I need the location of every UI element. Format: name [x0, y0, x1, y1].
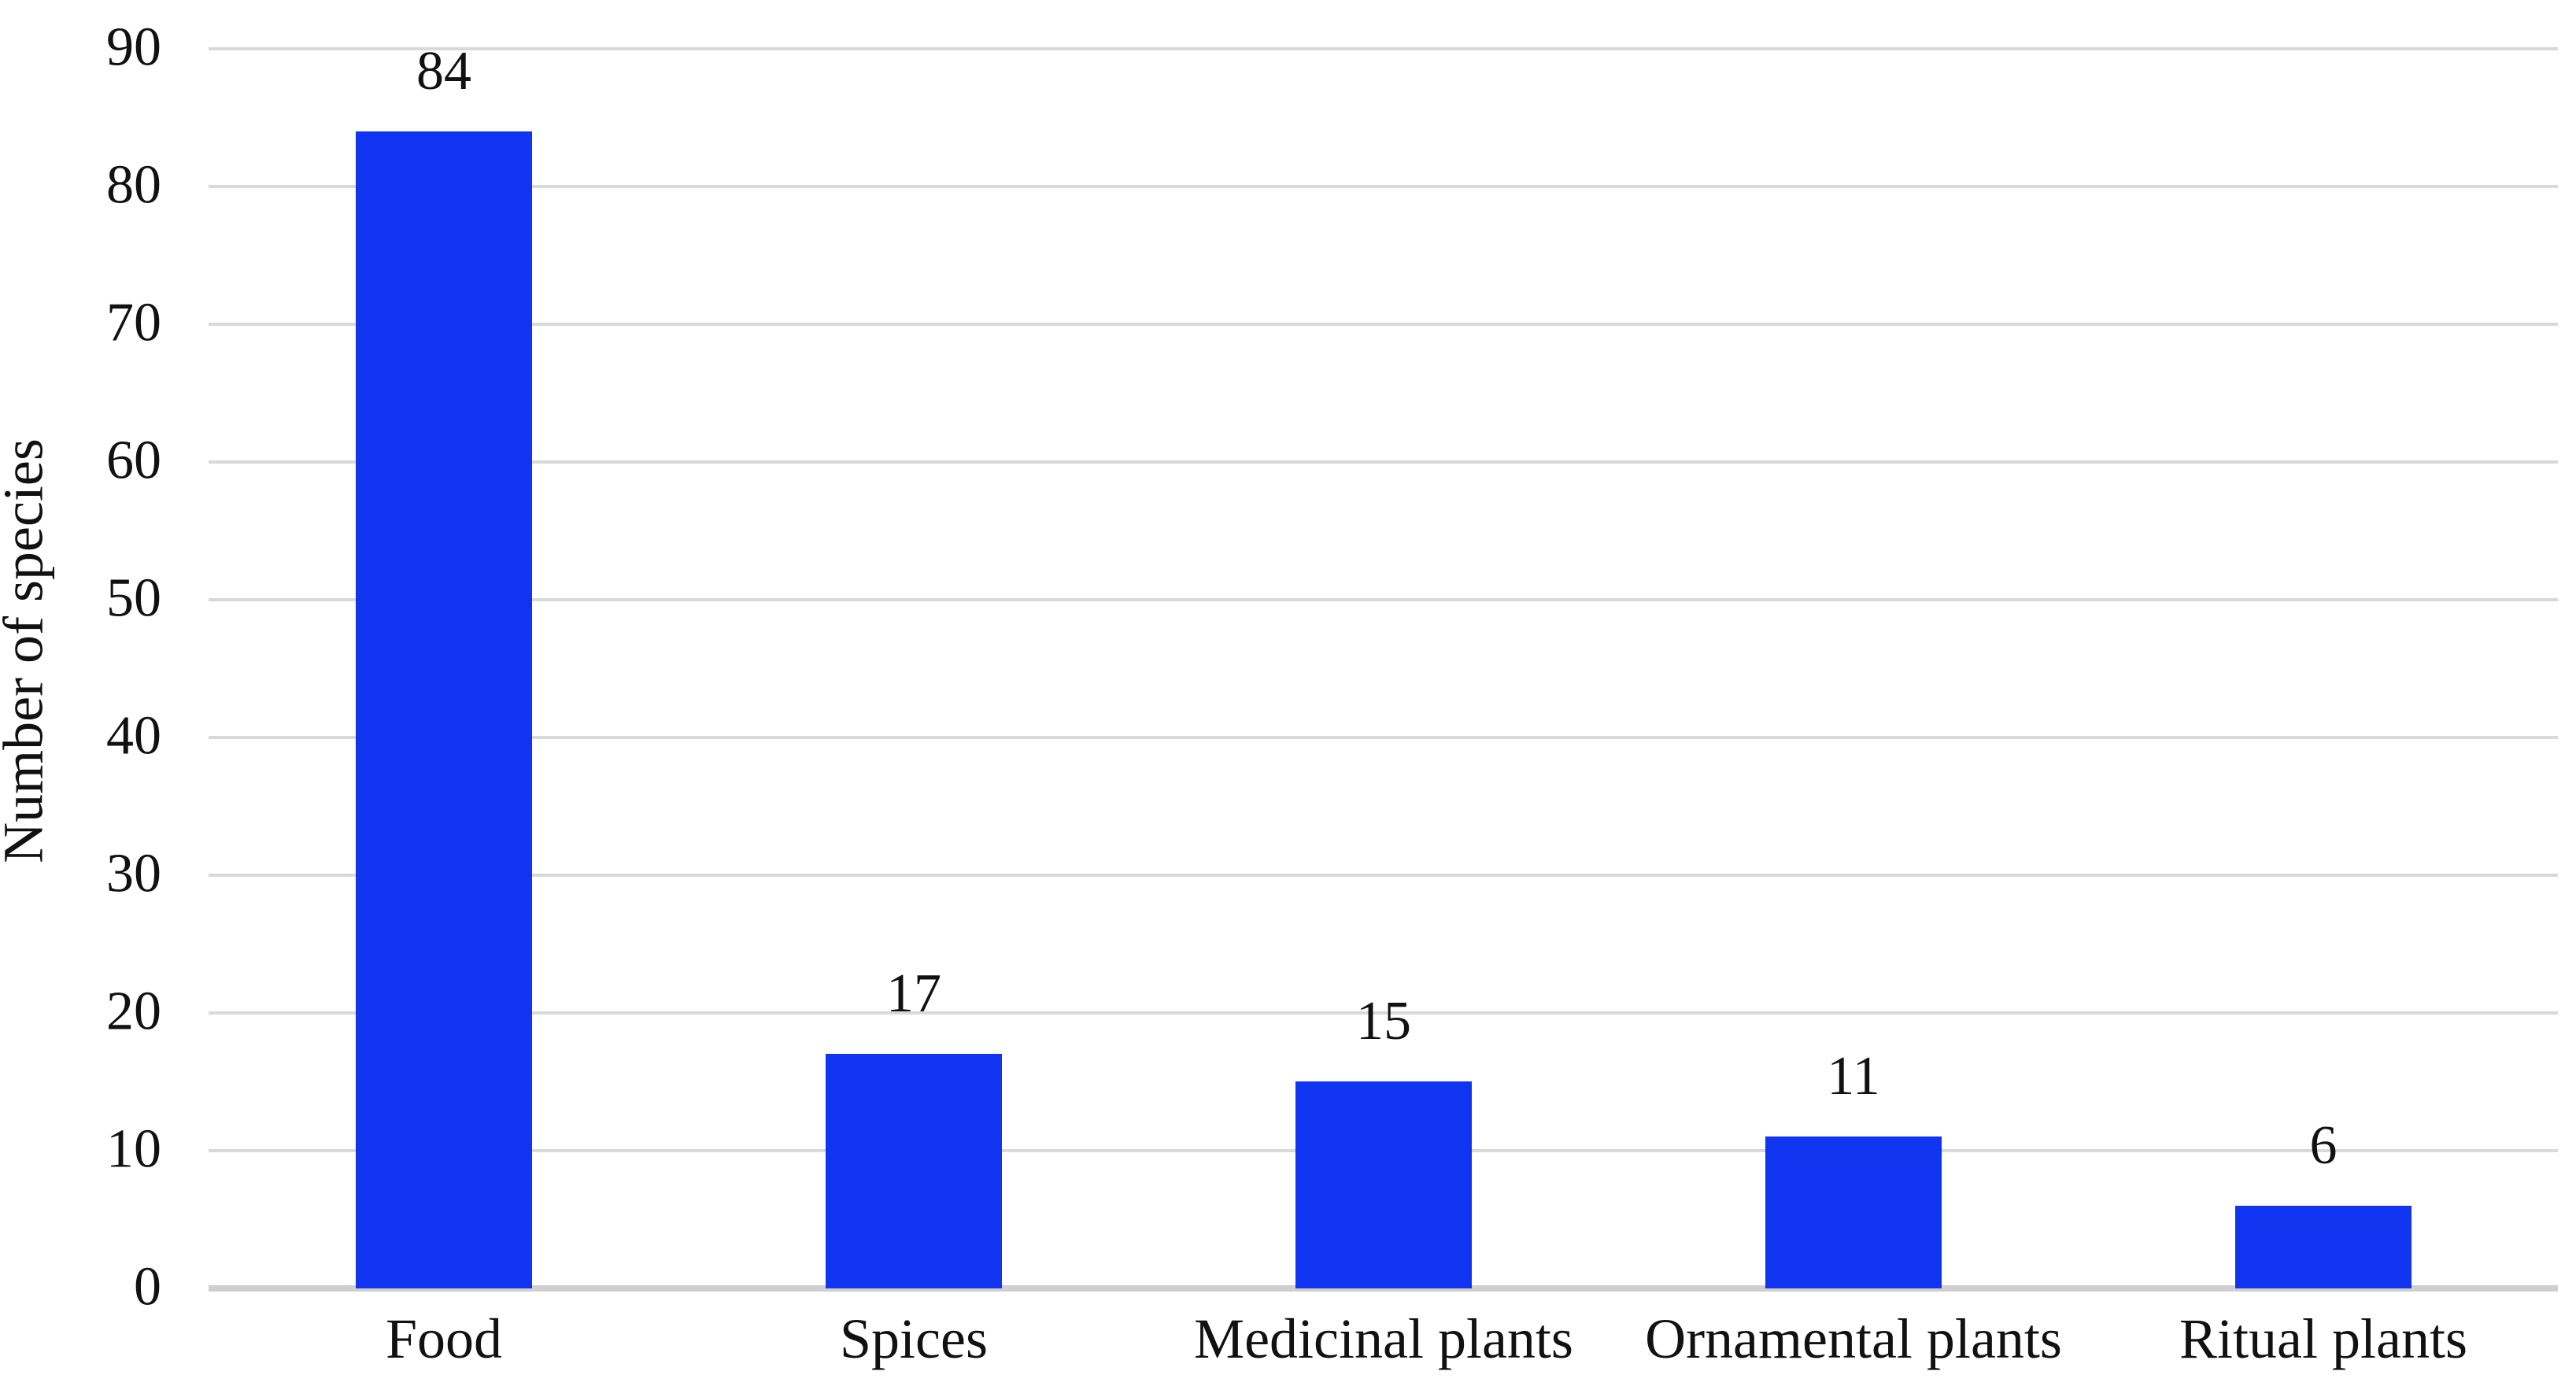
x-axis-category-labels: Food Spices Medicinal plants Ornamental pla… — [209, 1303, 2558, 1381]
gridline-50 — [209, 598, 2558, 601]
x-category-label-spices: Spices — [840, 1307, 988, 1370]
y-tick-label-10: 10 — [106, 1118, 161, 1180]
gridline-90 — [209, 47, 2558, 50]
x-category-label-ritual-plants: Ritual plants — [2179, 1307, 2467, 1370]
gridline-60 — [209, 460, 2558, 464]
gridline-20 — [209, 1011, 2558, 1015]
bar-value-label-medicinal-plants: 15 — [1356, 991, 1411, 1052]
y-axis-tick-labels: 0 10 20 30 40 50 60 70 80 90 — [0, 0, 161, 1386]
bar-spices — [826, 1054, 1002, 1288]
y-tick-label-80: 80 — [106, 154, 161, 216]
bar-value-label-ornamental-plants: 11 — [1827, 1046, 1880, 1107]
gridline-30 — [209, 874, 2558, 877]
y-tick-label-40: 40 — [106, 705, 161, 767]
x-category-label-medicinal-plants: Medicinal plants — [1194, 1307, 1573, 1370]
plot-area: 84 17 15 11 6 — [209, 43, 2558, 1292]
bar-value-label-ritual-plants: 6 — [2309, 1115, 2338, 1176]
bar-food — [356, 131, 532, 1288]
bar-ornamental-plants — [1765, 1137, 1942, 1288]
bar-value-label-food: 84 — [416, 41, 471, 102]
y-tick-label-90: 90 — [106, 17, 161, 78]
bar-ritual-plants — [2235, 1206, 2412, 1288]
y-tick-label-60: 60 — [106, 430, 161, 491]
gridline-70 — [209, 323, 2558, 326]
y-tick-label-70: 70 — [106, 292, 161, 353]
gridline-40 — [209, 736, 2558, 739]
bar-value-label-spices: 17 — [886, 963, 941, 1024]
y-tick-label-0: 0 — [134, 1256, 161, 1318]
x-category-label-food: Food — [385, 1307, 503, 1370]
bar-medicinal-plants — [1295, 1081, 1472, 1288]
x-axis-line — [209, 1285, 2558, 1292]
y-tick-label-30: 30 — [106, 843, 161, 904]
gridline-80 — [209, 185, 2558, 188]
y-tick-label-20: 20 — [106, 981, 161, 1042]
x-category-label-ornamental-plants: Ornamental plants — [1645, 1307, 2062, 1370]
y-tick-label-50: 50 — [106, 567, 161, 629]
